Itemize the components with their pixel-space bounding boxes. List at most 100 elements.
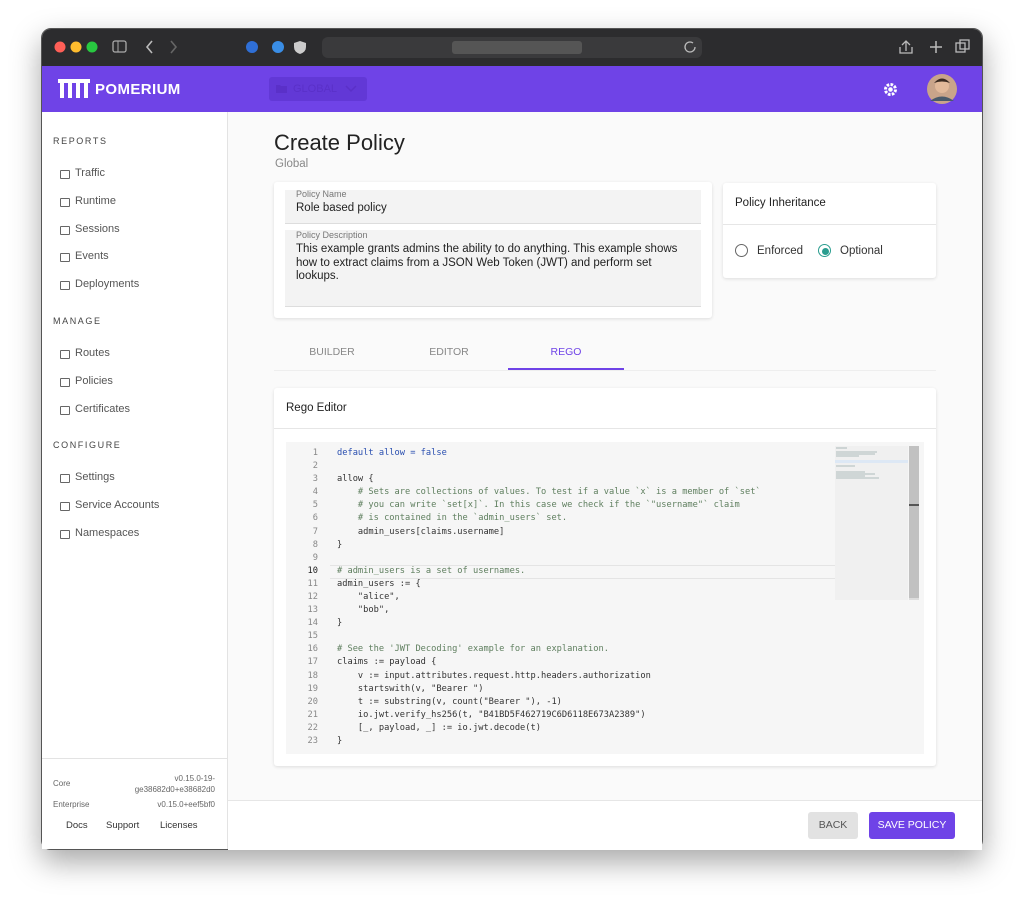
description-field[interactable] (285, 230, 701, 307)
radio-label: Enforced (757, 245, 804, 257)
line-number: 20 (307, 696, 318, 707)
line-number: 18 (307, 670, 318, 681)
code-line: # is contained in the `admin_users` set. (337, 513, 568, 524)
sidebar (42, 112, 228, 849)
code-line: "alice", (337, 591, 400, 602)
code-line: allow { (337, 474, 374, 485)
user-avatar[interactable] (927, 74, 957, 104)
nav-item[interactable]: Sessions (75, 222, 120, 235)
radio[interactable] (735, 244, 748, 257)
current-line (330, 565, 835, 579)
inheritance-card (723, 183, 936, 278)
field-label: Policy Name (296, 189, 347, 199)
code-line: "bob", (337, 605, 390, 616)
nav-item[interactable]: Settings (75, 471, 115, 483)
line-number: 2 (312, 461, 318, 472)
radio-label: Optional (840, 245, 883, 257)
app-header (42, 66, 982, 112)
line-number: 13 (307, 605, 318, 616)
tab[interactable]: EDITOR (429, 346, 469, 358)
section-title: CONFIGURE (53, 440, 122, 450)
line-number: 3 (312, 474, 318, 485)
card-title: Rego Editor (286, 402, 347, 414)
line-number: 4 (312, 487, 318, 498)
line-number: 11 (307, 578, 318, 589)
footer-link[interactable]: Licenses (160, 820, 198, 831)
nav-icon (60, 281, 70, 291)
line-number: 21 (307, 709, 318, 720)
tab[interactable]: BUILDER (309, 346, 355, 358)
nav-icon (60, 253, 70, 263)
line-number: 10 (307, 565, 318, 576)
nav-item[interactable]: Certificates (75, 402, 131, 415)
back-button[interactable]: BACK (808, 812, 858, 839)
nav-item[interactable]: Policies (75, 374, 113, 387)
line-number: 6 (312, 513, 318, 524)
save-button[interactable]: SAVE POLICY (869, 812, 955, 839)
tab-indicator (508, 368, 624, 370)
radio[interactable] (818, 244, 831, 257)
nav-icon (60, 474, 70, 483)
code-line: default allow = false (337, 448, 447, 458)
line-number: 16 (307, 644, 318, 655)
line-number: 23 (307, 735, 318, 746)
tab[interactable]: REGO (550, 346, 582, 358)
brand: POMERIUM (95, 81, 181, 98)
code-line: io.jwt.verify_hs256(t, "B41BD5F462719C6D… (337, 709, 646, 720)
code-line: v := input.attributes.request.http.heade… (337, 670, 651, 681)
code-line: } (337, 539, 343, 550)
code-line: admin_users := { (337, 578, 421, 589)
nav-item[interactable]: Namespaces (75, 526, 140, 539)
footer-link[interactable]: Support (106, 820, 140, 831)
nav-icon (60, 501, 70, 511)
version-label: Enterprise (53, 800, 90, 809)
footer-link[interactable]: Docs (66, 820, 88, 831)
line-number: 5 (312, 500, 318, 511)
minimap (835, 446, 919, 600)
version-value: v0.15.0-19-ge38682d0+e38682d0 (134, 774, 215, 794)
settings-button[interactable] (883, 82, 898, 97)
divider (723, 224, 936, 225)
code-line: # you can write `set[x]`. In this case w… (337, 500, 740, 511)
code-line: # admin_users is a set of usernames. (337, 565, 526, 576)
code-line: claims := payload { (337, 657, 437, 668)
line-number: 17 (307, 657, 318, 668)
divider (274, 428, 936, 429)
code-editor[interactable] (286, 442, 924, 754)
nav-icon (60, 350, 70, 359)
line-number: 1 (312, 448, 318, 458)
page-title: Create Policy (274, 130, 405, 155)
line-number: 8 (312, 539, 318, 550)
name-field[interactable] (285, 190, 701, 224)
nav-item[interactable]: Events (75, 250, 109, 263)
nav-icon (60, 197, 70, 207)
radio-dot (821, 247, 829, 255)
nav-item[interactable]: Runtime (75, 194, 116, 207)
nav-icon (60, 170, 70, 179)
nav-item[interactable]: Service Accounts (75, 498, 160, 511)
line-number: 22 (307, 722, 318, 733)
code-line: # See the 'JWT Decoding' example for an … (337, 644, 609, 655)
tabs-baseline (274, 370, 936, 371)
code-line: # Sets are collections of values. To tes… (337, 487, 761, 498)
nav-item[interactable]: Routes (75, 347, 110, 359)
browser-controls (54, 37, 970, 58)
line-number: 9 (312, 552, 318, 563)
nav-item[interactable]: Traffic (75, 167, 105, 179)
version-label: Core (53, 779, 71, 788)
field-value: Role based policy (296, 202, 387, 214)
nav-icon (60, 529, 70, 539)
code-line: } (337, 735, 343, 746)
chevron (345, 85, 357, 93)
code-line: [_, payload, _] := io.jwt.decode(t) (337, 722, 541, 733)
field-label: Policy Description (296, 230, 368, 240)
line-number: 19 (307, 683, 318, 694)
line-number: 7 (312, 526, 318, 537)
sidebar-divider (42, 758, 227, 759)
line-number: 15 (307, 631, 318, 642)
nav-item[interactable]: Deployments (75, 278, 140, 291)
field-value: This example grants admins the ability t… (296, 243, 678, 283)
code-line: admin_users[claims.username] (337, 526, 505, 537)
logo-icon (58, 79, 90, 98)
